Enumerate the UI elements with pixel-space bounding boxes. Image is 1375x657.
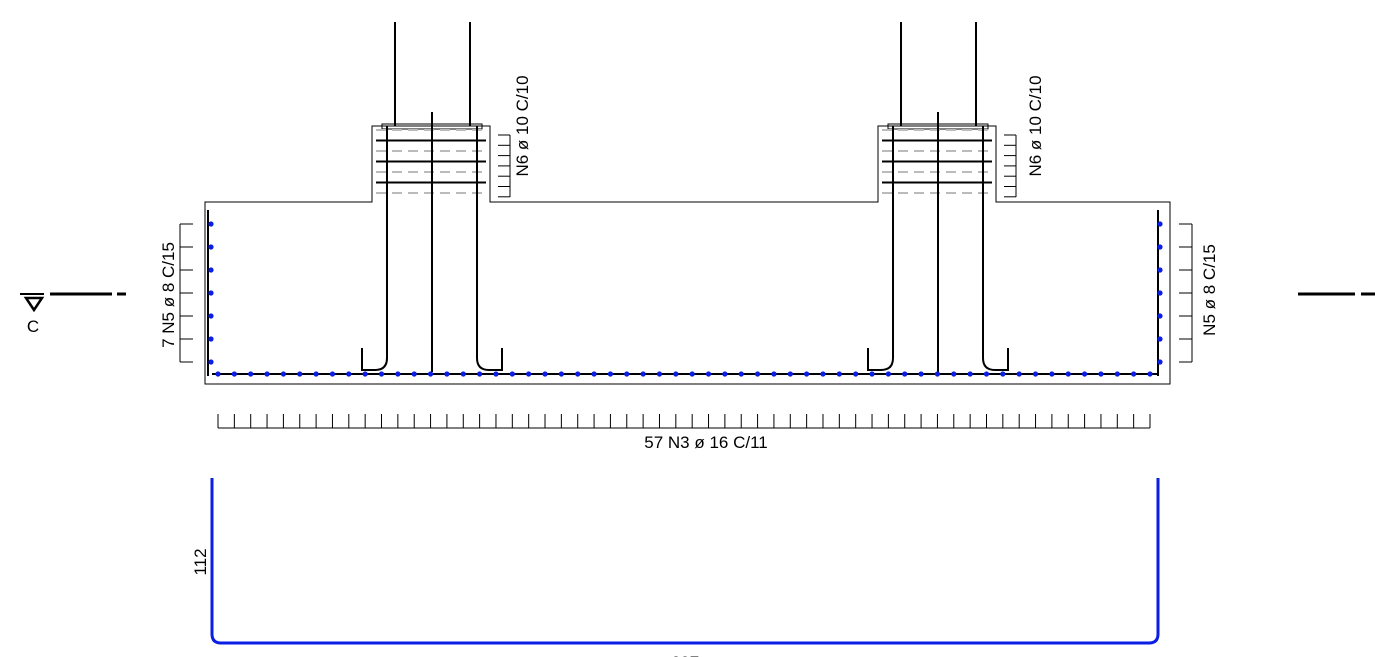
rebar-dot	[208, 313, 214, 319]
rebar-dot	[378, 371, 385, 377]
rebar-dot	[329, 371, 336, 377]
rebar-dot	[951, 371, 957, 377]
rebar-dot	[820, 371, 826, 377]
rebar-dot	[853, 371, 859, 377]
rebar-dot	[1147, 371, 1153, 377]
rebar-dot	[771, 371, 777, 377]
rebar-dot	[607, 371, 614, 377]
rebar-dot	[208, 359, 214, 365]
rebar-dot	[297, 371, 303, 377]
rebar-dot	[656, 371, 663, 377]
rebar-dot	[918, 371, 924, 377]
rebar-dot	[1157, 313, 1163, 319]
rebar-dot	[362, 371, 368, 377]
rebar-dot	[967, 371, 973, 377]
rebar-dot	[1157, 221, 1163, 227]
rebar-dot	[1081, 371, 1088, 377]
rebar-dot	[542, 371, 548, 377]
rebar-dot	[591, 371, 597, 377]
rebar-dot	[1157, 267, 1163, 273]
section-label: C	[27, 317, 39, 336]
rebar-dot	[215, 371, 221, 377]
side-bar-label: 7 N5 ø 8 C/15	[159, 242, 178, 348]
side-bar-label: N5 ø 8 C/15	[1200, 244, 1219, 336]
rebar-dot	[208, 336, 214, 342]
rebar-dot	[1065, 371, 1071, 377]
rebar-dot	[1157, 336, 1163, 342]
rebar-dot	[395, 371, 401, 377]
rebar-dot	[208, 244, 214, 250]
stirrup-label: N6 ø 10 C/10	[513, 75, 532, 176]
rebar-dot	[983, 371, 990, 377]
rebar-dot	[558, 371, 564, 377]
rebar-dot	[509, 371, 515, 377]
rebar-dot	[526, 371, 532, 377]
rebar-dot	[1157, 290, 1163, 296]
rebar-dot	[902, 371, 908, 377]
rebar-dot	[208, 267, 214, 273]
rebar-dot	[208, 290, 214, 296]
rebar-dot	[804, 371, 810, 377]
stirrup-label: N6 ø 10 C/10	[1026, 75, 1045, 176]
rebar-dot	[738, 371, 744, 377]
rebar-dot	[1000, 371, 1006, 377]
section-arrow	[23, 296, 45, 313]
bar-length: 627	[671, 653, 699, 657]
rebar-dot	[673, 371, 679, 377]
rebar-dot	[248, 371, 254, 377]
rebar-dot	[836, 371, 842, 377]
rebar-dot	[477, 371, 483, 377]
rebar-dot	[411, 371, 417, 377]
starter-bar	[982, 126, 1009, 371]
rebar-dot	[280, 371, 287, 377]
rebar-dot	[427, 371, 434, 377]
footing-outline	[204, 125, 1171, 385]
bar-height: 112	[191, 548, 210, 575]
rebar-dot	[1131, 371, 1137, 377]
rebar-dot	[1049, 371, 1055, 377]
rebar-dot	[264, 371, 270, 377]
rebar-dot	[934, 371, 941, 377]
rebar-dot	[1016, 371, 1022, 377]
rebar-dot	[575, 371, 581, 377]
rebar-dot	[722, 371, 728, 377]
bar-shape	[210, 478, 1160, 645]
rebar-dot	[869, 371, 875, 377]
rebar-dot	[885, 371, 891, 377]
rebar-dot	[1157, 359, 1163, 365]
rebar-dot	[787, 371, 793, 377]
rebar-dot	[493, 371, 499, 377]
rebar-dot	[705, 371, 712, 377]
rebar-dot	[1114, 371, 1120, 377]
rebar-dot	[1032, 371, 1039, 377]
starter-bar	[476, 126, 503, 371]
starter-bar	[361, 126, 388, 371]
rebar-dot	[689, 371, 695, 377]
starter-bar	[867, 126, 894, 371]
rebar-dot	[1157, 244, 1163, 250]
rebar-dot	[754, 371, 761, 377]
rebar-dot	[231, 371, 237, 377]
rebar-dot	[313, 371, 319, 377]
rebar-dot	[208, 221, 214, 227]
rebar-dot	[624, 371, 630, 377]
rebar-dot	[460, 371, 466, 377]
bottom-bar-label: 57 N3 ø 16 C/11	[644, 433, 767, 452]
rebar-dot	[640, 371, 646, 377]
rebar-dot	[444, 371, 450, 377]
rebar-dot	[346, 371, 352, 377]
rebar-dot	[1098, 371, 1104, 377]
